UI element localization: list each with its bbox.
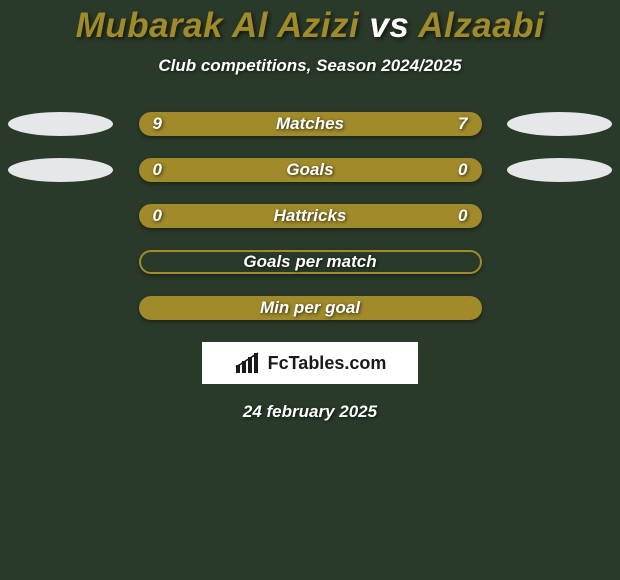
stat-value-right: 0 xyxy=(458,160,467,180)
stat-value-right: 7 xyxy=(458,114,467,134)
title-player1: Mubarak Al Azizi xyxy=(76,6,360,45)
infographic-root: Mubarak Al Azizi vs Alzaabi Club competi… xyxy=(0,0,620,422)
stat-label: Hattricks xyxy=(141,206,480,226)
title-vs: vs xyxy=(369,6,409,45)
stat-row: Matches9 7 xyxy=(0,112,620,136)
stat-bar: Goals0 0 xyxy=(139,158,482,182)
stat-label: Goals xyxy=(141,160,480,180)
ellipse-right xyxy=(507,112,612,136)
stat-row: Min per goal xyxy=(0,296,620,320)
stat-label: Goals per match xyxy=(141,252,480,272)
subtitle: Club competitions, Season 2024/2025 xyxy=(0,56,620,76)
brand-text: FcTables.com xyxy=(268,353,387,374)
ellipse-left xyxy=(8,112,113,136)
stat-value-left: 0 xyxy=(153,206,162,226)
date: 24 february 2025 xyxy=(0,402,620,422)
ellipse-right xyxy=(507,158,612,182)
stat-label: Min per goal xyxy=(141,298,480,318)
stat-label: Matches xyxy=(141,114,480,134)
stat-row: Goals0 0 xyxy=(0,158,620,182)
stat-row: Goals per match xyxy=(0,250,620,274)
stat-value-left: 0 xyxy=(153,160,162,180)
brand-box: FcTables.com xyxy=(202,342,418,384)
stat-value-right: 0 xyxy=(458,206,467,226)
title-player2: Alzaabi xyxy=(418,6,544,45)
stat-bar: Matches9 7 xyxy=(139,112,482,136)
stat-row: Hattricks0 0 xyxy=(0,204,620,228)
ellipse-left xyxy=(8,158,113,182)
stat-bar: Min per goal xyxy=(139,296,482,320)
stat-value-left: 9 xyxy=(153,114,162,134)
stat-bar: Goals per match xyxy=(139,250,482,274)
stat-rows: Matches97Goals00Hattricks00Goals per mat… xyxy=(0,112,620,320)
brand-chart-icon xyxy=(234,351,262,375)
title: Mubarak Al Azizi vs Alzaabi xyxy=(0,6,620,46)
stat-bar: Hattricks0 0 xyxy=(139,204,482,228)
